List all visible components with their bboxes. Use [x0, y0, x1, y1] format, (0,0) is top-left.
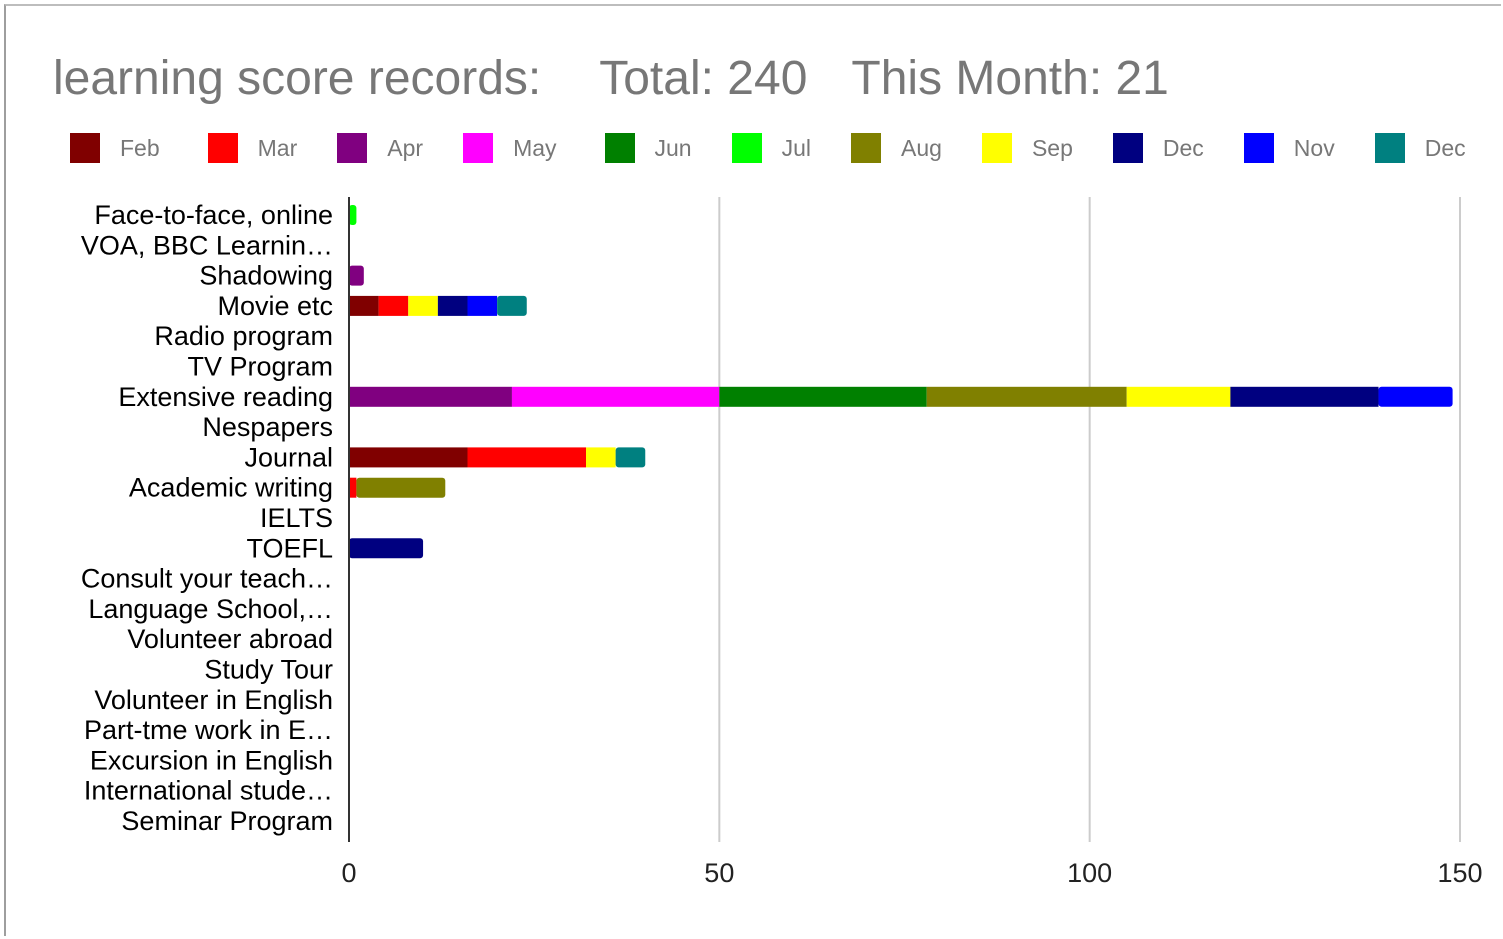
- legend-swatch: [851, 133, 882, 163]
- bar-segment-apr: [349, 265, 364, 286]
- bar-segment-mar: [349, 477, 357, 498]
- legend-label: Dec: [1424, 134, 1466, 161]
- clipped-row-below: [0, 928, 1503, 939]
- bar-segment-jul: [349, 205, 357, 225]
- bar-segment-dec: [349, 538, 424, 559]
- legend-label: Jun: [654, 134, 692, 161]
- legend-swatch: [337, 133, 368, 163]
- legend-label: Feb: [120, 134, 160, 161]
- legend-label: Sep: [1031, 134, 1073, 161]
- x-tick-label: 0: [341, 858, 356, 888]
- y-category-label: Volunteer abroad: [127, 624, 333, 654]
- y-category-label: Excursion in English: [90, 745, 333, 775]
- legend-item-sep-7[interactable]: Sep: [981, 132, 1073, 164]
- bar-segment-feb: [349, 295, 379, 316]
- bar-segment-dec: [497, 295, 527, 316]
- legend-label: Nov: [1293, 134, 1335, 161]
- legend-swatch: [1112, 133, 1143, 163]
- legend-item-apr-2[interactable]: Apr: [337, 132, 423, 164]
- y-category-label: Language School,…: [88, 594, 333, 624]
- y-category-label: International stude…: [84, 776, 333, 806]
- legend-label: Jul: [781, 134, 812, 161]
- y-category-label: Face-to-face, online: [94, 200, 333, 230]
- chart-frame: [4, 4, 1501, 936]
- title-main: learning score records:: [53, 51, 542, 105]
- legend-swatch: [70, 133, 100, 163]
- legend-swatch: [604, 133, 635, 163]
- y-category-label: Shadowing: [199, 261, 333, 291]
- legend-item-dec-10[interactable]: Dec: [1374, 132, 1466, 164]
- chart-title: learning score records: Total: 240 This …: [53, 50, 1169, 106]
- legend-label: Mar: [257, 134, 298, 161]
- bar-segment-sep: [586, 447, 616, 468]
- x-tick-label: 150: [1437, 858, 1482, 888]
- bar-segment-sep: [408, 295, 438, 316]
- bar-segment-jun: [719, 386, 927, 407]
- bar-segment-apr: [349, 386, 512, 407]
- y-category-label: Study Tour: [204, 655, 333, 685]
- bar-segment-aug: [356, 477, 446, 498]
- y-category-label: Seminar Program: [121, 806, 333, 836]
- legend-item-nov-9[interactable]: Nov: [1243, 132, 1335, 164]
- y-category-label: Part-tme work in E…: [84, 715, 333, 745]
- legend-swatch: [981, 133, 1012, 163]
- y-category-label: IELTS: [260, 503, 333, 533]
- bar-segment-dec: [615, 447, 646, 468]
- bar-segment-may: [511, 386, 720, 407]
- bar-segment-mar: [378, 295, 409, 316]
- legend-label: Apr: [387, 134, 424, 161]
- legend-swatch: [1374, 133, 1405, 163]
- bar-segment-dec: [1230, 386, 1379, 407]
- y-category-label: Nespapers: [202, 412, 333, 442]
- legend-item-may-3[interactable]: May: [463, 132, 557, 164]
- x-tick-label: 100: [1067, 858, 1112, 888]
- y-category-label: TOEFL: [246, 533, 333, 563]
- legend-swatch: [1243, 133, 1274, 163]
- bar-segment-nov: [467, 295, 498, 316]
- y-category-label: Academic writing: [129, 473, 333, 503]
- legend-swatch: [207, 133, 238, 163]
- legend-item-mar-1[interactable]: Mar: [207, 132, 298, 164]
- bar-segment-sep: [1126, 386, 1231, 407]
- bar-segment-mar: [467, 447, 587, 468]
- bar-segment-dec: [437, 295, 468, 316]
- y-category-label: Journal: [244, 442, 333, 472]
- legend-swatch: [731, 133, 762, 163]
- title-total: Total: 240: [599, 51, 808, 105]
- chart-legend: Feb Mar Apr May Jun Jul Aug Sep Dec Nov Dec: [70, 132, 1466, 164]
- legend-item-aug-6[interactable]: Aug: [851, 132, 942, 164]
- legend-label: Dec: [1162, 134, 1204, 161]
- legend-label: May: [513, 134, 557, 161]
- legend-label: Aug: [901, 134, 942, 161]
- x-tick-label: 50: [704, 858, 734, 888]
- y-category-label: Movie etc: [217, 291, 333, 321]
- y-category-label: TV Program: [187, 352, 333, 382]
- bar-segment-aug: [926, 386, 1127, 407]
- legend-item-dec-8[interactable]: Dec: [1112, 132, 1204, 164]
- title-month: This Month: 21: [851, 51, 1169, 105]
- legend-item-jul-5[interactable]: Jul: [731, 132, 812, 164]
- y-category-label: Volunteer in English: [94, 685, 333, 715]
- bar-segment-feb: [349, 447, 468, 468]
- y-category-label: Radio program: [154, 321, 333, 351]
- y-category-label: Extensive reading: [118, 382, 333, 412]
- legend-swatch: [463, 133, 494, 163]
- y-category-label: Consult your teach…: [81, 564, 333, 594]
- y-category-label: VOA, BBC Learnin…: [81, 230, 333, 260]
- bar-segment-nov: [1378, 386, 1453, 407]
- legend-item-feb-0[interactable]: Feb: [70, 132, 160, 164]
- legend-item-jun-4[interactable]: Jun: [604, 132, 692, 164]
